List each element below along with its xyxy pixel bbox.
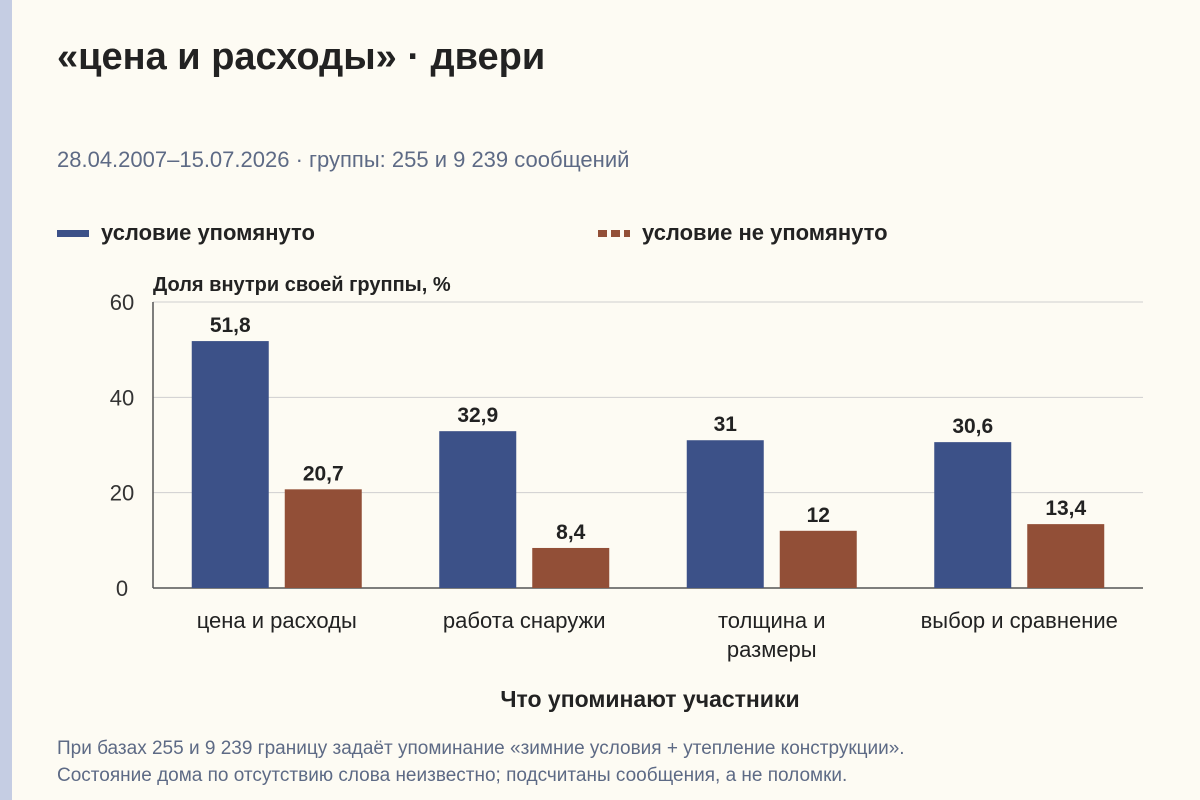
y-tick-label: 40	[110, 385, 134, 410]
page-subtitle: 28.04.2007–15.07.2026 · группы: 255 и 9 …	[57, 147, 630, 172]
x-tick-label: размеры	[727, 637, 817, 662]
bar-value-label: 8,4	[556, 521, 586, 544]
y-tick-label: 20	[110, 481, 134, 506]
y-tick-label: 0	[116, 576, 128, 601]
x-tick-label: выбор и сравнение	[921, 608, 1118, 633]
x-axis-label: Что упоминают участники	[500, 686, 799, 712]
legend-item-mentioned: условие упомянуто	[57, 219, 315, 247]
legend-swatch-not-mentioned	[598, 229, 630, 237]
bar-value-label: 13,4	[1045, 497, 1086, 520]
left-accent-stripe	[0, 0, 12, 800]
y-tick-label: 60	[110, 290, 134, 315]
bar-value-label: 31	[714, 413, 738, 436]
bar-value-label: 32,9	[457, 404, 498, 427]
legend-item-not-mentioned: условие не упомянуто	[598, 219, 888, 247]
bar-not-mentioned	[1027, 524, 1105, 588]
bar-mentioned	[191, 341, 269, 588]
bar-mentioned	[934, 442, 1012, 588]
bar-not-mentioned	[779, 530, 857, 588]
page-title: «цена и расходы» · двери	[57, 36, 546, 78]
bar-value-label: 12	[807, 504, 830, 527]
bar-value-label: 30,6	[952, 415, 993, 438]
legend-swatch-mentioned	[57, 229, 89, 237]
footnote: При базах 255 и 9 239 границу задаёт упо…	[57, 735, 905, 789]
bar-mentioned	[439, 431, 517, 588]
x-tick-label: работа снаружи	[443, 608, 606, 633]
bar-not-mentioned	[532, 547, 610, 588]
bar-value-label: 51,8	[210, 314, 251, 337]
bar-mentioned	[686, 440, 764, 588]
footnote-line-2: Состояние дома по отсутствию слова неизв…	[57, 765, 848, 786]
x-tick-label: цена и расходы	[197, 608, 357, 633]
bar-not-mentioned	[284, 489, 362, 588]
footnote-line-1: При базах 255 и 9 239 границу задаёт упо…	[57, 738, 905, 759]
legend-label-not-mentioned: условие не упомянуто	[642, 220, 888, 245]
bar-value-label: 20,7	[303, 462, 344, 485]
x-tick-label: толщина и	[718, 608, 826, 633]
legend-label-mentioned: условие упомянуто	[101, 220, 315, 245]
y-axis-label: Доля внутри своей группы, %	[153, 274, 451, 296]
